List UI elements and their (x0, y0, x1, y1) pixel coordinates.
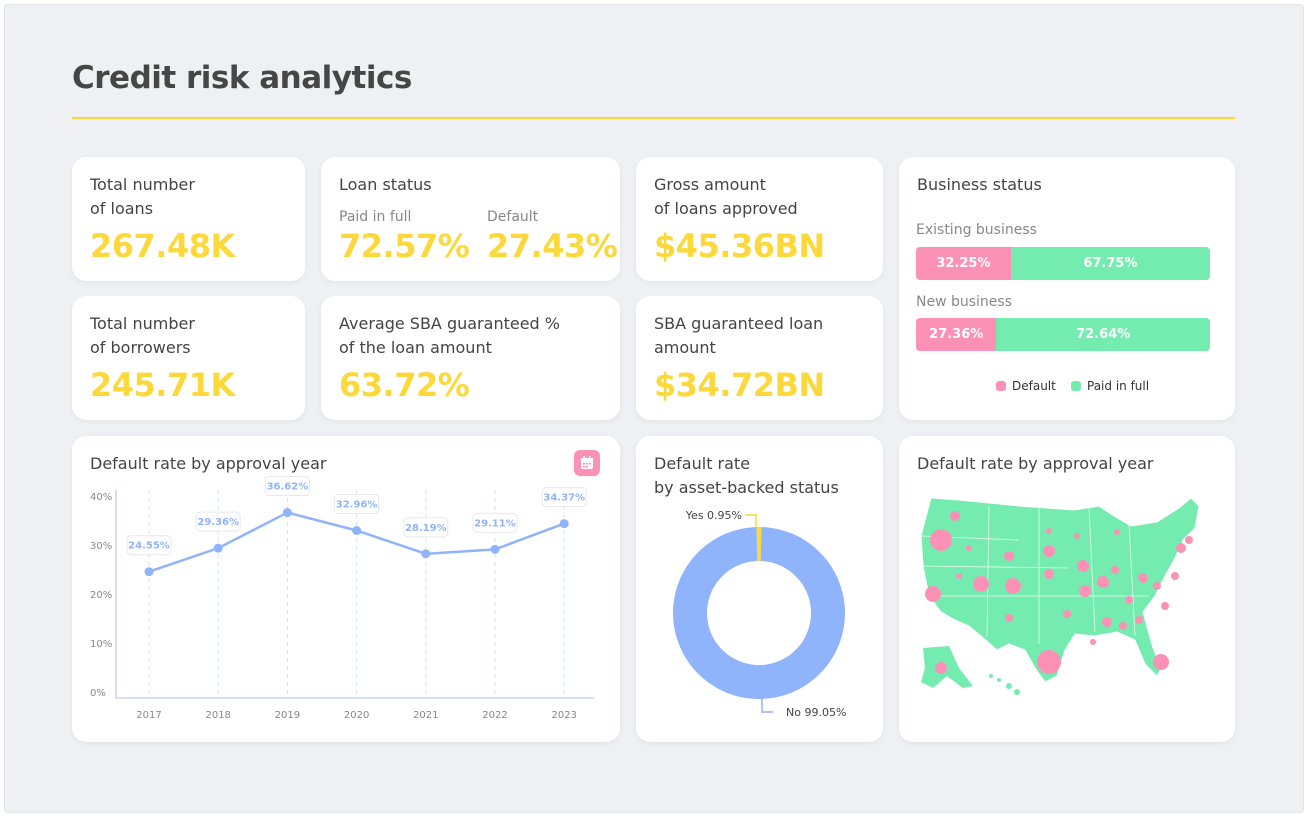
x-tick-label: 2022 (482, 710, 507, 721)
data-label: 32.96% (336, 499, 378, 510)
y-tick-label: 30% (90, 541, 112, 552)
kpi-title: Total number of loans (90, 175, 195, 218)
data-label: 34.37% (543, 493, 585, 504)
x-tick-label: 2018 (205, 710, 230, 721)
x-tick-label: 2020 (344, 710, 369, 721)
x-tick-label: 2017 (136, 710, 161, 721)
data-point (421, 549, 431, 559)
row-label: New business (916, 294, 1013, 310)
kpi-gross-amount: Gross amount of loans approved $45.36BN (636, 157, 883, 281)
slice-label: No 99.05% (786, 706, 846, 719)
title-divider (72, 117, 1235, 119)
data-label-box (472, 512, 518, 533)
kpi-title: SBA guaranteed loan amount (654, 314, 824, 357)
paid-label: Paid in full (339, 209, 412, 225)
data-label-box (334, 493, 380, 514)
legend-swatch (996, 381, 1006, 391)
donut-chart: Yes 0.95% No 99.05% (673, 509, 846, 719)
business-status-card: Business status Existing business 32.25%… (899, 157, 1235, 420)
data-point (559, 519, 569, 529)
kpi-loan-status: Loan status Paid in full Default 72.57% … (321, 157, 620, 281)
map-card: Default rate by approval year (899, 436, 1235, 742)
donut-chart-card: Default rate by asset-backed status Yes … (636, 436, 883, 742)
data-label-box (126, 535, 172, 556)
data-label-box (264, 476, 310, 497)
default-value: 27.43% (487, 227, 618, 265)
kpi-avg-sba: Average SBA guaranteed % of the loan amo… (321, 296, 620, 420)
paid-segment: 72.64% (996, 318, 1210, 351)
default-label: Default (487, 209, 539, 225)
line-chart-card: Default rate by approval year 0% 10% 20% 30… (72, 436, 620, 742)
new-business-bar: 27.36% 72.64% (916, 318, 1210, 351)
leader-line (745, 514, 757, 527)
hawaii-shape (989, 674, 1020, 695)
kpi-title: Total number of borrowers (90, 314, 195, 357)
existing-business-bar: 32.25% 67.75% (916, 247, 1210, 280)
kpi-total-loans: Total number of loans 267.48K (72, 157, 305, 281)
page-title: Credit risk analytics (72, 60, 412, 96)
kpi-sba-amount: SBA guaranteed loan amount $34.72BN (636, 296, 883, 420)
default-bubbles (925, 511, 1193, 674)
data-point (213, 543, 223, 553)
default-segment: 32.25% (916, 247, 1011, 280)
donut-slice (756, 527, 762, 562)
x-tick-label: 2021 (413, 710, 438, 721)
us-map (920, 497, 1200, 695)
data-label: 29.11% (474, 518, 516, 529)
y-tick-label: 40% (90, 492, 112, 503)
kpi-title: Loan status (339, 175, 432, 194)
legend-label: Default (1012, 379, 1056, 393)
map-title: Default rate by approval year (917, 454, 1154, 473)
kpi-value: $45.36BN (654, 227, 825, 265)
legend-paid: Paid in full (1071, 379, 1149, 393)
data-label: 36.62% (267, 482, 309, 493)
chart-title: Default rate by approval year (90, 454, 327, 473)
kpi-title: Gross amount of loans approved (654, 175, 798, 218)
paid-segment: 67.75% (1010, 247, 1210, 280)
data-label: 28.19% (405, 523, 447, 534)
data-point (490, 544, 500, 554)
alaska-shape (921, 646, 973, 688)
x-tick-label: 2023 (551, 710, 576, 721)
legend-default: Default (996, 379, 1056, 393)
data-label: 29.36% (197, 517, 239, 528)
kpi-value: 267.48K (90, 227, 235, 265)
y-tick-label: 10% (90, 639, 112, 650)
donut-slice (673, 527, 845, 699)
card-title: Business status (917, 175, 1042, 194)
y-tick-label: 20% (90, 590, 112, 601)
data-label-box (195, 511, 241, 532)
kpi-value: $34.72BN (654, 366, 825, 404)
kpi-title: Average SBA guaranteed % of the loan amo… (339, 314, 560, 357)
kpi-value: 245.71K (90, 366, 235, 404)
row-label: Existing business (916, 222, 1037, 238)
data-label-box (541, 487, 587, 508)
line-chart: 0% 10% 20% 30% 40% 2017 2018 2019 2020 2021 2022 20… (90, 476, 594, 721)
data-point (352, 525, 362, 535)
data-point (144, 567, 154, 577)
state-borders (920, 505, 1149, 644)
slice-label: Yes 0.95% (685, 509, 742, 522)
us-mainland-shape (920, 497, 1200, 683)
kpi-value: 63.72% (339, 366, 470, 404)
y-tick-label: 0% (90, 688, 106, 699)
data-point (282, 508, 292, 518)
x-tick-label: 2019 (275, 710, 300, 721)
legend-swatch (1071, 381, 1081, 391)
default-segment: 27.36% (916, 318, 997, 351)
data-label: 24.55% (128, 541, 170, 552)
paid-value: 72.57% (339, 227, 470, 265)
kpi-total-borrowers: Total number of borrowers 245.71K (72, 296, 305, 420)
data-label-box (403, 517, 449, 538)
leader-line (761, 699, 773, 713)
chart-title: Default rate by asset-backed status (654, 454, 839, 497)
calendar-icon[interactable] (574, 450, 600, 476)
legend-label: Paid in full (1087, 379, 1150, 393)
